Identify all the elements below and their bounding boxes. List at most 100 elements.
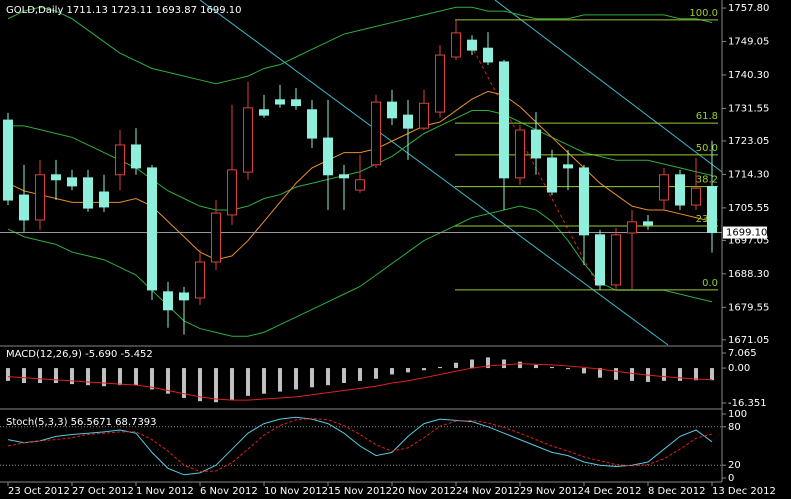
candle-body	[179, 292, 189, 301]
macd-bar	[118, 368, 122, 386]
y-tick-label: 20	[728, 460, 741, 471]
candle-body	[227, 169, 237, 216]
macd-bar	[374, 368, 378, 379]
candle-body	[131, 144, 141, 169]
x-tick-label: 23 Oct 2012	[8, 486, 70, 497]
candle-body	[355, 179, 365, 191]
x-tick-label: 6 Nov 2012	[200, 486, 258, 497]
macd-bar	[454, 362, 458, 369]
macd-bar	[134, 368, 138, 386]
candle-body	[691, 187, 701, 206]
chart-title: GOLD,Daily 1711.13 1723.11 1693.87 1699.…	[6, 5, 242, 16]
macd-bar	[678, 368, 682, 381]
candle-body	[403, 114, 413, 129]
x-tick-label: 1 Nov 2012	[136, 486, 194, 497]
candle-body	[451, 32, 461, 58]
y-tick-label: 1723.05	[728, 136, 769, 147]
candle-body	[435, 54, 445, 113]
macd-bar	[470, 359, 474, 369]
candle-body	[19, 194, 29, 221]
stoch-title: Stoch(5,3,3) 56.5671 68.7393	[6, 417, 157, 428]
candle-body	[323, 137, 333, 176]
macd-bar	[406, 368, 410, 373]
last-price-label: 1699.10	[726, 228, 767, 239]
trendline	[494, 0, 723, 173]
macd-bar	[534, 364, 538, 369]
y-tick-label: 80	[728, 422, 741, 433]
macd-bar	[438, 367, 442, 369]
macd-bar	[54, 368, 58, 384]
y-tick-label: 1688.30	[728, 269, 769, 280]
macd-bar	[710, 368, 714, 381]
candle-body	[483, 47, 493, 63]
candle-body	[515, 129, 525, 179]
candle-body	[291, 99, 301, 107]
x-tick-label: 27 Oct 2012	[72, 486, 134, 497]
macd-signal	[7, 363, 713, 401]
macd-bar	[262, 368, 266, 394]
candle-body	[99, 191, 109, 208]
x-tick-label: 15 Nov 2012	[328, 486, 392, 497]
x-tick-label: 8 Dec 2012	[648, 486, 706, 497]
overlay-line	[7, 6, 713, 85]
macd-bar	[422, 368, 426, 371]
fib-label: 100.0	[689, 8, 718, 19]
candle-body	[579, 167, 589, 236]
macd-bar	[342, 368, 346, 384]
y-tick-label: 1697.05	[728, 235, 769, 246]
stoch-signal	[7, 417, 713, 473]
macd-bar	[294, 368, 298, 390]
macd-bar	[390, 368, 394, 375]
candle-body	[595, 234, 605, 286]
macd-bar	[630, 368, 634, 381]
macd-bar	[214, 368, 218, 403]
x-tick-label: 24 Nov 2012	[456, 486, 520, 497]
macd-bar	[614, 368, 618, 380]
y-tick-label: 1749.05	[728, 36, 769, 47]
overlay-line	[7, 90, 713, 261]
macd-bar	[38, 368, 42, 384]
x-tick-label: 13 Dec 2012	[712, 486, 776, 497]
candle-body	[371, 101, 381, 166]
macd-bar	[486, 357, 490, 369]
candle-body	[675, 174, 685, 206]
candle-body	[531, 129, 541, 159]
candle-body	[419, 102, 429, 129]
trendline	[199, 0, 669, 346]
x-tick-label: 4 Dec 2012	[584, 486, 642, 497]
y-tick-label: 1731.55	[728, 103, 769, 114]
macd-bar	[278, 368, 282, 392]
y-tick-label: 1740.30	[728, 70, 769, 81]
macd-bar	[502, 359, 506, 369]
y-tick-label: 7.065	[728, 348, 757, 359]
macd-bar	[22, 368, 26, 384]
x-tick-label: 10 Nov 2012	[264, 486, 328, 497]
candle-body	[339, 174, 349, 179]
fib-label: 50.0	[696, 143, 718, 154]
macd-bar	[598, 368, 602, 378]
macd-bar	[662, 368, 666, 381]
macd-title: MACD(12,26,9) -5.690 -5.452	[6, 349, 153, 360]
candle-body	[467, 39, 477, 51]
candle-body	[67, 177, 77, 187]
macd-bar	[566, 368, 570, 370]
macd-bar	[694, 368, 698, 381]
candle-body	[51, 174, 61, 181]
candle-body	[627, 221, 637, 234]
y-tick-label: 0.00	[728, 363, 750, 374]
candle-body	[499, 61, 509, 179]
y-tick-label: 1705.55	[728, 203, 769, 214]
candle-body	[563, 164, 573, 169]
candle-body	[83, 177, 93, 209]
candle-body	[147, 167, 157, 291]
candle-body	[35, 174, 45, 221]
candle-body	[115, 144, 125, 176]
macd-bar	[166, 368, 170, 394]
candle-body	[163, 291, 173, 311]
overlay-line	[7, 205, 713, 337]
candle-body	[3, 119, 13, 201]
fib-label: 23.6	[696, 214, 718, 225]
y-tick-label: 1757.80	[728, 3, 769, 14]
